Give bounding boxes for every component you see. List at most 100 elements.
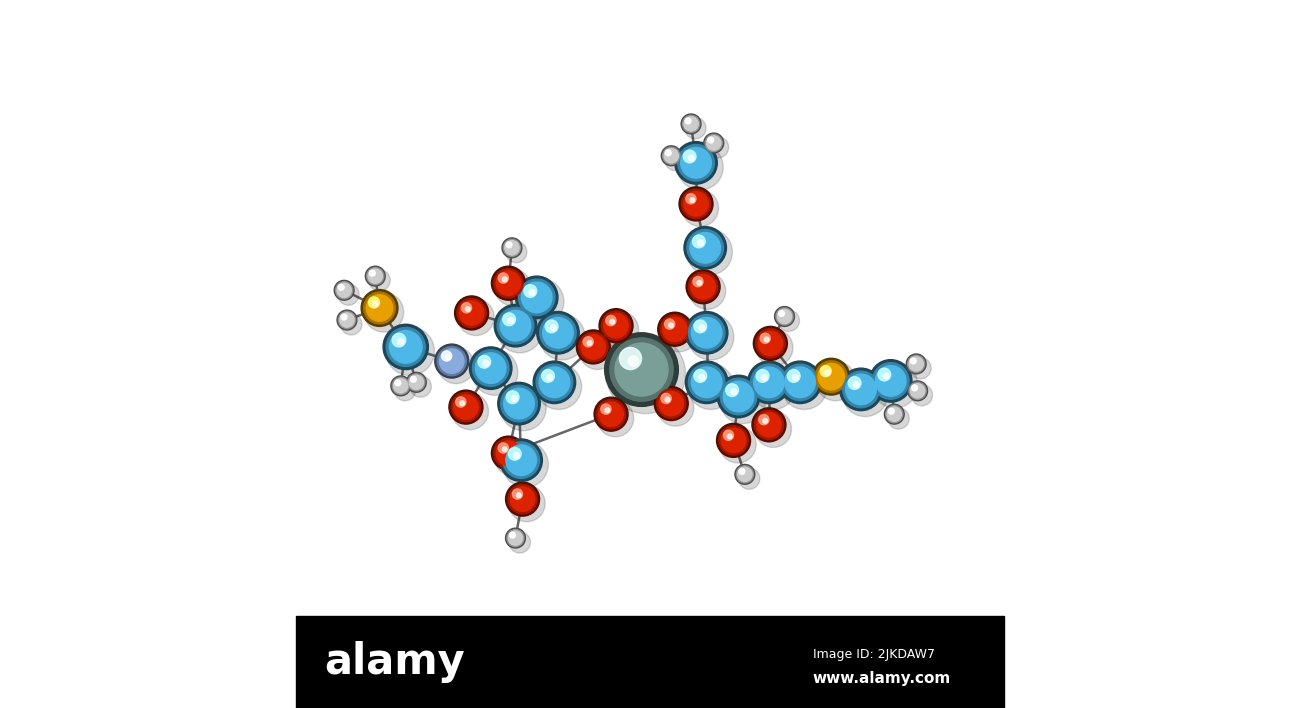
Circle shape (494, 439, 530, 476)
Circle shape (341, 314, 361, 335)
Circle shape (442, 351, 452, 361)
Circle shape (703, 133, 724, 153)
Circle shape (664, 319, 675, 329)
Circle shape (738, 469, 745, 474)
Circle shape (692, 367, 722, 398)
Circle shape (606, 334, 685, 413)
Circle shape (754, 410, 784, 440)
Circle shape (602, 312, 638, 348)
Circle shape (820, 365, 831, 377)
Circle shape (610, 319, 615, 324)
Circle shape (514, 452, 520, 458)
Circle shape (840, 368, 883, 411)
Circle shape (883, 373, 889, 379)
Circle shape (663, 147, 680, 164)
Circle shape (738, 468, 759, 489)
Circle shape (689, 155, 694, 161)
Circle shape (498, 382, 541, 425)
Circle shape (619, 348, 641, 370)
Circle shape (364, 292, 404, 332)
Circle shape (434, 344, 469, 378)
Circle shape (516, 493, 521, 498)
Circle shape (500, 385, 546, 430)
Circle shape (872, 362, 918, 408)
Circle shape (508, 531, 523, 545)
Circle shape (736, 466, 754, 483)
Circle shape (664, 149, 686, 171)
Circle shape (815, 361, 848, 392)
Circle shape (497, 271, 520, 295)
Circle shape (394, 379, 408, 393)
Circle shape (393, 333, 406, 347)
Circle shape (681, 189, 711, 219)
Circle shape (398, 338, 404, 345)
Circle shape (682, 190, 719, 227)
Circle shape (524, 285, 537, 297)
Circle shape (707, 137, 729, 158)
Circle shape (720, 378, 757, 415)
Circle shape (684, 192, 709, 216)
Circle shape (686, 270, 720, 304)
Circle shape (716, 423, 750, 457)
Circle shape (615, 343, 668, 396)
Circle shape (853, 382, 859, 387)
Circle shape (506, 391, 519, 404)
Circle shape (597, 399, 625, 429)
Circle shape (812, 358, 850, 395)
Circle shape (907, 381, 927, 401)
Circle shape (511, 487, 534, 511)
Circle shape (728, 434, 732, 439)
Circle shape (458, 298, 486, 328)
Circle shape (694, 320, 707, 333)
Circle shape (668, 152, 671, 155)
Circle shape (656, 389, 686, 418)
Circle shape (519, 279, 555, 316)
Circle shape (750, 364, 796, 409)
Circle shape (372, 273, 374, 275)
Circle shape (891, 411, 893, 413)
Circle shape (666, 397, 670, 402)
Circle shape (697, 280, 702, 285)
Circle shape (455, 296, 489, 330)
Circle shape (502, 238, 521, 258)
Circle shape (451, 392, 481, 422)
Circle shape (469, 347, 512, 389)
Circle shape (747, 361, 790, 404)
Circle shape (393, 377, 410, 394)
Circle shape (494, 438, 523, 468)
Circle shape (606, 316, 616, 326)
Circle shape (390, 331, 422, 363)
Circle shape (502, 277, 507, 282)
Circle shape (458, 299, 494, 336)
Circle shape (452, 393, 489, 430)
Circle shape (684, 227, 727, 269)
Circle shape (888, 408, 909, 429)
Circle shape (685, 118, 706, 139)
Circle shape (438, 347, 474, 384)
Circle shape (666, 150, 671, 156)
Circle shape (410, 375, 424, 389)
Circle shape (542, 370, 554, 382)
Circle shape (337, 283, 351, 297)
Circle shape (500, 439, 542, 481)
Circle shape (911, 385, 918, 391)
Circle shape (604, 333, 679, 406)
Circle shape (754, 367, 784, 398)
Circle shape (693, 235, 705, 248)
Circle shape (454, 395, 478, 419)
Circle shape (677, 144, 723, 190)
Circle shape (682, 115, 699, 132)
Circle shape (373, 301, 378, 307)
Circle shape (502, 447, 507, 452)
Circle shape (689, 314, 725, 351)
Circle shape (529, 290, 536, 295)
Circle shape (494, 304, 537, 347)
Circle shape (707, 136, 722, 150)
Circle shape (497, 441, 520, 465)
Circle shape (386, 327, 425, 367)
Text: www.alamy.com: www.alamy.com (812, 670, 952, 686)
Circle shape (510, 532, 530, 553)
Circle shape (448, 390, 482, 424)
Circle shape (710, 139, 712, 142)
Circle shape (781, 313, 784, 316)
